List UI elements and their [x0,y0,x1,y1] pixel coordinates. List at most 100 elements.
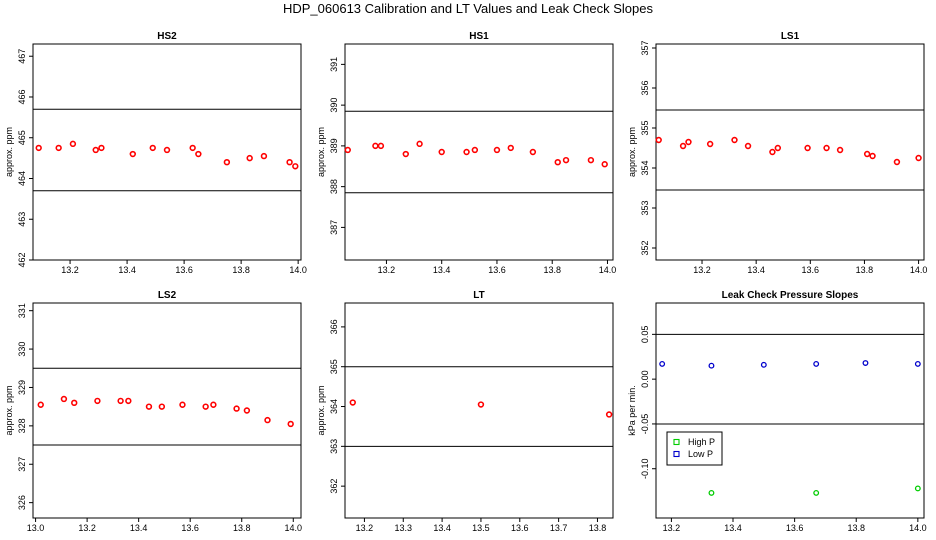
y-axis-label: approx. ppm [4,385,14,435]
x-tick-label: 14.0 [909,523,927,533]
y-tick-label: 352 [640,240,650,255]
data-point [69,140,77,148]
data-point [149,144,156,152]
y-tick-label: 331 [17,303,27,318]
data-point [344,146,351,154]
plot-frame [655,43,925,261]
data-point [438,148,445,156]
y-tick-label: 0.05 [640,326,650,344]
panel-title: Leak Check Pressure Slopes [722,290,859,301]
y-tick-label: 387 [329,220,339,235]
data-point [246,154,253,162]
y-tick-label: 0.00 [640,370,650,388]
x-tick-label: 13.6 [511,523,529,533]
data-point [117,397,124,405]
data-point [554,158,561,166]
data-point [287,420,294,428]
y-tick-label: 330 [17,342,27,357]
y-tick-label: 463 [17,212,27,227]
data-point [35,144,42,152]
x-tick-label: 14.0 [910,265,928,275]
panel-title: LS2 [158,290,177,301]
data-point [179,401,186,408]
data-point [349,399,356,406]
data-point [471,146,479,154]
data-point [685,138,692,146]
data-point [37,401,44,408]
legend: High P Low P [666,431,723,466]
data-point [377,142,385,150]
plot-frame [655,302,925,519]
legend-marker [673,438,680,446]
data-point [706,140,714,148]
x-tick-label: 14.0 [289,265,307,275]
data-point [163,146,171,154]
x-tick-label: 13.8 [847,523,865,533]
x-tick-label: 13.4 [130,523,148,533]
plot-frame [344,302,614,519]
y-tick-label: 357 [640,40,650,55]
data-point [372,142,379,150]
y-tick-label: 329 [17,380,27,395]
data-point-high-p [914,485,921,492]
x-tick-label: 14.0 [599,265,617,275]
y-tick-label: 464 [17,171,27,186]
y-tick-label: -0.10 [640,458,650,479]
plot-frame [32,43,302,261]
y-tick-label: 390 [329,98,339,113]
data-point [286,158,293,166]
data-point [744,142,752,150]
x-tick-label: 13.2 [378,265,396,275]
data-point [55,144,62,152]
y-axis-label: approx. ppm [316,385,326,435]
data-point [223,158,231,166]
data-point [60,395,68,403]
legend-label: High P [688,437,715,447]
legend-box [666,431,723,466]
data-point [679,142,687,150]
y-tick-label: 466 [17,89,27,104]
plot-frame [32,302,302,519]
x-tick-label: 13.0 [27,523,45,533]
x-tick-label: 13.2 [663,523,681,533]
y-tick-label: 326 [17,495,27,510]
data-point-low-p [659,360,666,367]
data-point [823,144,830,152]
data-point [562,156,570,164]
data-point [601,161,608,168]
x-tick-label: 13.8 [233,523,251,533]
y-tick-label: 389 [329,138,339,153]
data-point [210,401,217,408]
x-tick-label: 13.4 [747,265,765,275]
data-point-high-p [708,489,715,496]
data-point [463,148,470,156]
x-tick-label: 13.6 [488,265,506,275]
data-point [260,152,268,160]
data-point-low-p [708,362,715,369]
x-tick-label: 13.8 [232,265,250,275]
panel-hs2: HS2 13.2 13.4 13.6 13.8 14.0 462 463 464 465 466 46… [4,31,307,275]
y-tick-label: 355 [640,120,650,135]
data-point [774,144,782,152]
panel-ls1: LS1 13.2 13.4 13.6 13.8 14.0 352 353 354 355 356 35… [627,31,927,275]
x-tick-label: 13.2 [356,523,374,533]
y-axis-label: approx. ppm [4,127,14,177]
x-tick-label: 13.6 [181,523,199,533]
y-tick-label: 364 [329,399,339,414]
y-tick-label: 366 [329,319,339,334]
data-point-high-p [813,489,820,496]
data-point [233,405,240,412]
x-tick-label: 14.0 [285,523,303,533]
y-tick-label: 388 [329,179,339,194]
x-tick-label: 13.6 [802,265,820,275]
data-point-low-p [914,360,921,367]
data-point [189,144,196,152]
x-tick-label: 13.5 [472,523,490,533]
y-axis-label: approx. ppm [316,127,326,177]
y-tick-label: -0.05 [640,414,650,435]
x-tick-label: 13.8 [589,523,607,533]
y-axis-label: kPa per min. [627,385,637,436]
y-axis-label: approx. ppm [627,127,637,177]
panel-title: LT [473,290,484,301]
y-tick-label: 391 [329,57,339,72]
